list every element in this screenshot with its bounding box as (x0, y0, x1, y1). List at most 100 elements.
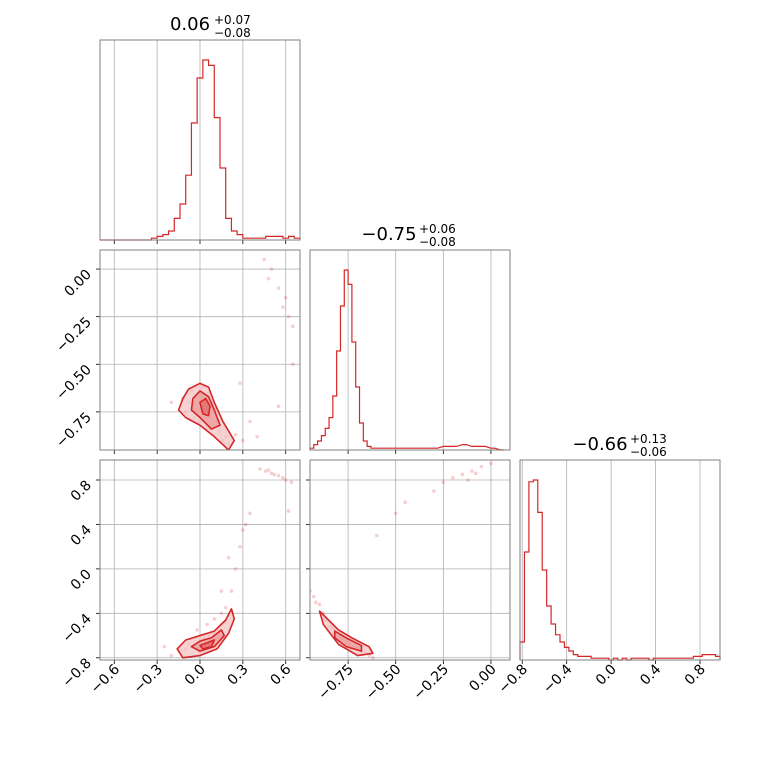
plot-area (162, 467, 294, 659)
sample-point-0 (451, 475, 455, 480)
sample-point-4 (269, 267, 274, 271)
histogram-step-1 (309, 269, 505, 451)
xtick-label-p2-1: −0.4 (540, 661, 575, 696)
grid (100, 250, 300, 450)
sample-point-9 (403, 500, 408, 505)
panel-1-1 (309, 249, 511, 454)
axes-frame (309, 459, 511, 661)
title-param-1: −0.75 (361, 224, 416, 245)
sample-point-35 (229, 589, 234, 593)
title-param-1-minus: −0.08 (419, 235, 456, 249)
sample-point-36 (233, 567, 238, 571)
histogram-step-2 (519, 479, 721, 661)
sample-point-37 (226, 555, 231, 560)
xtick-label-p0-1: −0.3 (131, 662, 166, 697)
sample-point-1 (460, 472, 465, 477)
xtick-label-p2-3: 0.4 (637, 661, 664, 688)
sample-point-6 (432, 489, 436, 493)
axes-frame (99, 249, 301, 451)
sample-point-27 (371, 655, 375, 660)
sample-point-1 (263, 469, 268, 473)
sample-point-12 (162, 644, 167, 649)
sample-point-15 (238, 381, 242, 386)
title-param-2-plus: +0.13 (630, 432, 667, 446)
sample-point-3 (276, 473, 281, 478)
sample-point-1 (241, 438, 245, 443)
sample-point-31 (212, 617, 217, 621)
sample-point-10 (266, 276, 271, 281)
grid (100, 460, 300, 660)
panel-2-2 (519, 459, 721, 664)
xtick-label-p1-0: −0.75 (315, 662, 357, 704)
ytick-label-p2-4: 0.8 (68, 478, 95, 505)
sample-point-33 (195, 628, 199, 632)
sample-point-2 (269, 471, 274, 476)
sample-point-34 (223, 605, 228, 610)
title-param-1-plus: +0.06 (419, 222, 456, 236)
xtick-label-p0-2: 0.0 (182, 662, 209, 689)
sample-point-7 (272, 472, 277, 477)
sample-point-5 (289, 480, 294, 485)
xtick-label-p0-4: 0.6 (267, 661, 294, 688)
sample-point-7 (374, 533, 379, 538)
sample-point-11 (473, 471, 478, 476)
xtick-label-p0-3: 0.3 (225, 662, 252, 689)
sample-point-0 (258, 467, 262, 471)
ytick-label-p2-2: 0.0 (68, 566, 95, 593)
sample-point-5 (441, 480, 446, 485)
sample-point-12 (276, 404, 281, 408)
contour-level-2 (199, 639, 216, 650)
ytick-label-p1-1: −0.50 (53, 362, 95, 404)
sample-point-3 (479, 464, 484, 469)
contour-level-1 (333, 630, 363, 652)
ytick-label-p1-3: 0.00 (61, 267, 94, 300)
sample-point-13 (291, 362, 295, 367)
title-param-2-minus: −0.06 (630, 445, 667, 459)
title-param-2: −0.66 (572, 434, 627, 455)
sample-point-8 (286, 314, 291, 319)
sample-point-0 (233, 432, 238, 437)
sample-point-13 (286, 509, 291, 513)
contour-level-0 (318, 610, 374, 657)
contour-level-0 (176, 608, 236, 659)
sample-point-5 (276, 286, 281, 290)
sample-point-32 (219, 611, 224, 616)
ytick-label-p1-0: −0.75 (53, 409, 95, 451)
sample-point-7 (283, 295, 288, 300)
axes-frame (519, 459, 721, 661)
xtick-label-p1-3: 0.00 (466, 662, 499, 695)
sample-point-9 (291, 324, 295, 328)
ytick-label-p1-2: −0.25 (53, 314, 95, 356)
sample-point-8 (393, 511, 398, 516)
sample-point-39 (238, 544, 242, 549)
sample-point-10 (243, 522, 248, 527)
axes-frame (99, 39, 301, 241)
xtick-label-p1-1: −0.50 (363, 662, 405, 704)
sample-point-2 (248, 419, 252, 424)
sample-point-12 (312, 594, 316, 599)
sample-point-4 (489, 461, 493, 466)
sample-point-14 (169, 400, 174, 405)
sample-point-40 (241, 528, 245, 532)
sample-point-6 (266, 468, 271, 472)
axes-frame (99, 459, 301, 661)
grid (521, 460, 701, 660)
sample-point-2 (470, 469, 474, 473)
ytick-label-p2-1: −0.4 (59, 611, 94, 646)
sample-point-10 (466, 478, 470, 482)
sample-point-9 (248, 511, 252, 516)
grid (113, 40, 287, 240)
grid (347, 250, 492, 450)
sample-point-3 (262, 257, 267, 262)
plot-area (169, 257, 295, 450)
xtick-label-p2-2: 0.0 (593, 662, 620, 689)
sample-point-38 (219, 589, 224, 593)
panel-0-0 (99, 39, 301, 244)
ytick-label-p2-3: 0.4 (68, 522, 95, 549)
xtick-label-p1-2: −0.25 (411, 662, 453, 704)
title-param-0-plus: +0.07 (214, 13, 251, 27)
sample-point-13 (317, 602, 322, 607)
panel-2-1 (306, 459, 511, 664)
sample-point-11 (255, 434, 259, 439)
